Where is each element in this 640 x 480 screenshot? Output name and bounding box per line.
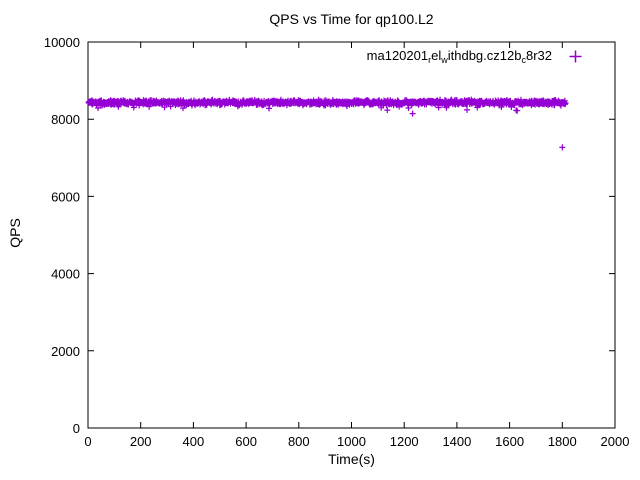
data-points: [85, 96, 569, 114]
x-tick-label: 600: [235, 434, 257, 449]
legend-label: ma120201relwithdbg.cz12bc8r32: [366, 48, 552, 65]
y-tick-label: 8000: [51, 112, 80, 127]
x-tick-label: 1800: [548, 434, 577, 449]
x-tick-label: 1000: [337, 434, 366, 449]
outlier-points: [266, 105, 566, 151]
y-tick-label: 4000: [51, 267, 80, 282]
plus-marker-icon: [569, 50, 581, 63]
y-tick-label: 6000: [51, 189, 80, 204]
y-tick-label: 2000: [51, 344, 80, 359]
chart-title: QPS vs Time for qp100.L2: [269, 11, 434, 27]
legend-marker-icon: [562, 49, 588, 64]
x-tick-label: 0: [84, 434, 91, 449]
x-tick-label: 800: [288, 434, 310, 449]
axis-ticks: [87, 41, 616, 429]
y-tick-label: 0: [73, 421, 80, 436]
y-tick-label: 10000: [44, 35, 80, 50]
x-tick-label: 200: [130, 434, 152, 449]
x-tick-label: 1600: [495, 434, 524, 449]
x-tick-label: 1200: [390, 434, 419, 449]
legend: ma120201relwithdbg.cz12bc8r32: [367, 48, 588, 65]
x-tick-label: 2000: [601, 434, 630, 449]
x-axis-label: Time(s): [328, 451, 375, 467]
x-tick-label: 1400: [442, 434, 471, 449]
x-tick-label: 400: [183, 434, 205, 449]
